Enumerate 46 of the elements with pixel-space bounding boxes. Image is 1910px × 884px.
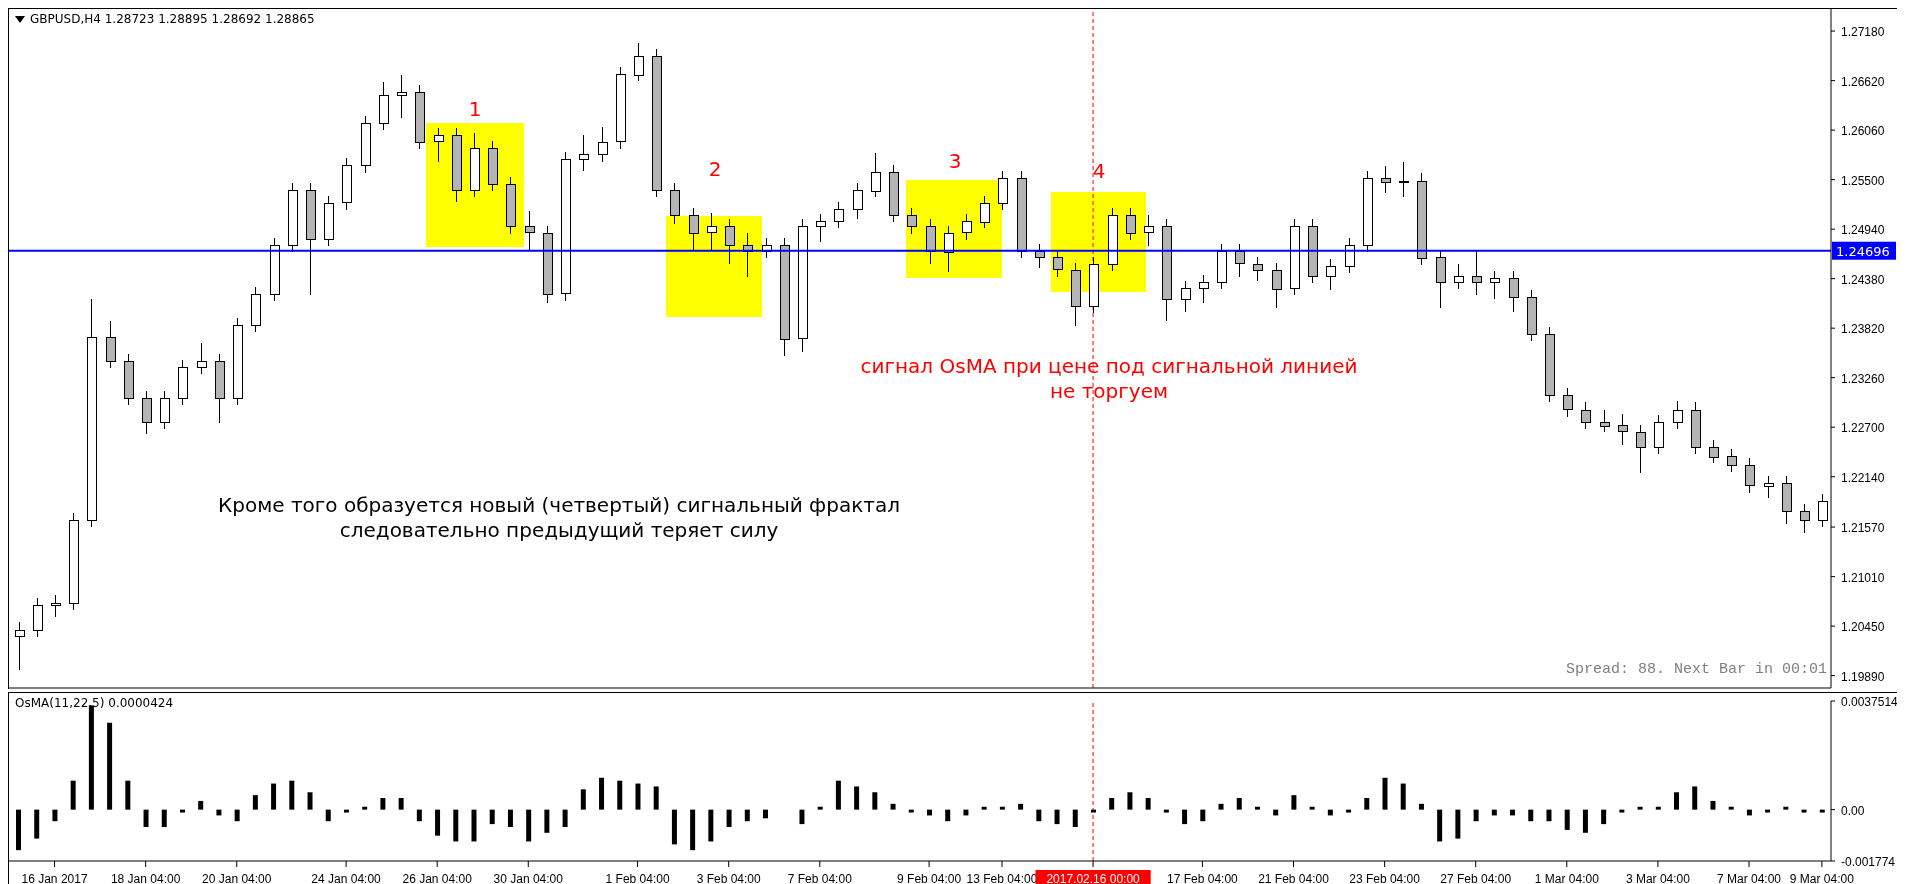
y-tick-label: 1.20450: [1841, 620, 1885, 635]
x-tick-label: 21 Feb 04:00: [1258, 872, 1330, 884]
x-tick-label: 7 Feb 04:00: [787, 872, 853, 884]
ref-line-label: 1.24696: [1836, 243, 1890, 259]
x-tick-label: 24 Jan 04:00: [311, 872, 382, 884]
x-tick-label: 1 Feb 04:00: [605, 872, 670, 884]
x-tick-label: 3 Mar 04:00: [1625, 872, 1691, 884]
annotation: 2: [707, 157, 723, 182]
annotation: Кроме того образуется новый (четвертый) сигнальный фрактал следовательно предыдущий теряет силу: [217, 493, 901, 543]
x-tick-label: 23 Feb 04:00: [1349, 872, 1421, 884]
y-tick-label: 1.22700: [1841, 421, 1885, 436]
chart-title: GBPUSD,H4 1.28723 1.28895 1.28692 1.28865: [30, 12, 315, 26]
x-tick-label: 30 Jan 04:00: [493, 872, 564, 884]
x-tick-label: 18 Jan 04:00: [110, 872, 181, 884]
y-tick-label: 1.24940: [1841, 223, 1885, 238]
y-tick-label: 1.19890: [1841, 669, 1885, 684]
x-tick-label: 16 Jan 2017: [21, 872, 88, 884]
y-tick-label: 1.26060: [1841, 124, 1885, 139]
chart-title: OsMA(11,22,5) 0.0000424: [15, 696, 174, 710]
y-tick-label: 1.23260: [1841, 371, 1885, 386]
x-tick-label: 9 Feb 04:00: [897, 872, 962, 884]
annotation: сигнал OsMA при цене под сигнальной линией не торгуем: [859, 354, 1359, 404]
y-tick-label: 1.21010: [1841, 570, 1885, 585]
annotation: 4: [1091, 159, 1107, 184]
y-tick-label: 1.21570: [1841, 521, 1885, 536]
x-tick-label: 1 Mar 04:00: [1534, 872, 1600, 884]
x-tick-label: 3 Feb 04:00: [696, 872, 762, 884]
y-tick-label: 1.23820: [1841, 322, 1885, 337]
x-tick-label: 9 Mar 04:00: [1789, 872, 1855, 884]
y-tick-label: 1.27180: [1841, 25, 1885, 40]
y-tick-label: -0.001774: [1841, 855, 1896, 869]
x-tick-label: 26 Jan 04:00: [402, 872, 473, 884]
x-tick-label: 17 Feb 04:00: [1167, 872, 1239, 884]
y-tick-label: 0.00: [1841, 803, 1865, 818]
annotation: 1: [467, 97, 483, 122]
y-tick-label: 1.22140: [1841, 470, 1885, 485]
annotation: Spread: 88. Next Bar in 00:01: [1564, 661, 1827, 680]
x-tick-label: 27 Feb 04:00: [1440, 872, 1512, 884]
y-tick-label: 1.24380: [1841, 272, 1885, 287]
x-tick-label: 20 Jan 04:00: [202, 872, 272, 884]
x-tick-label: 2017.02.16 00:00: [1046, 872, 1141, 884]
y-tick-label: 0.0037514: [1841, 695, 1899, 709]
y-tick-label: 1.25500: [1841, 173, 1885, 188]
annotation: 3: [947, 149, 963, 174]
x-tick-label: 7 Mar 04:00: [1716, 872, 1782, 884]
y-tick-label: 1.26620: [1841, 74, 1885, 89]
